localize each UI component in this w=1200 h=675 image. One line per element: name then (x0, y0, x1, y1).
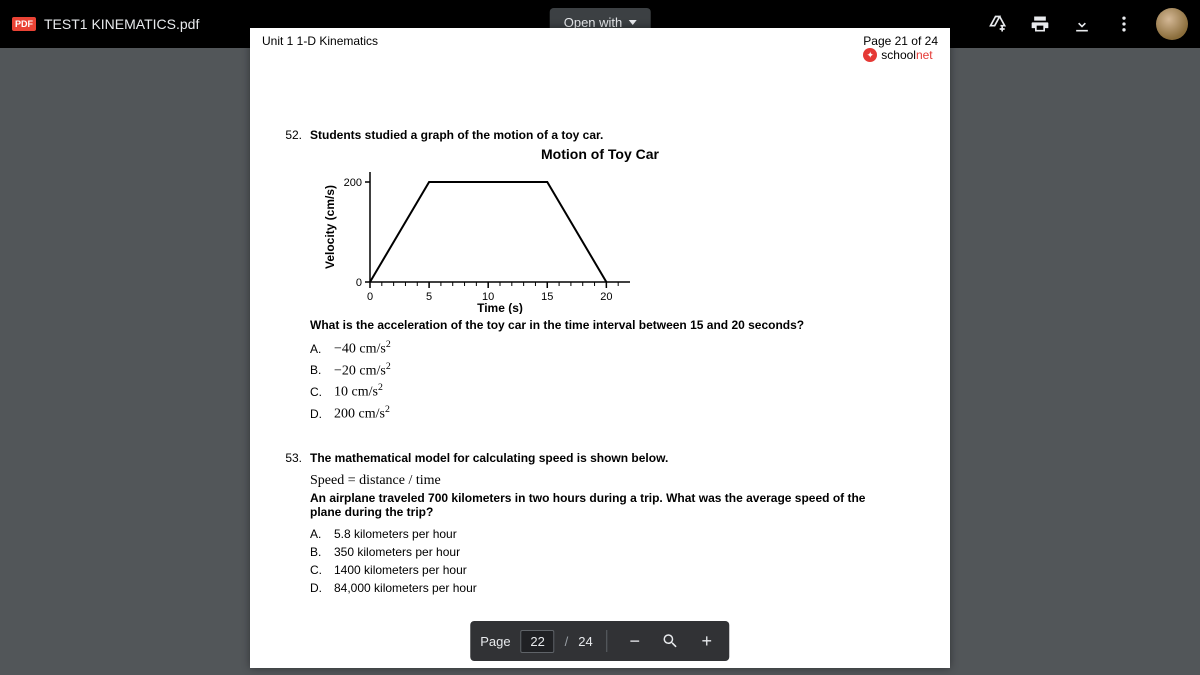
q53-number: 53. (280, 451, 302, 465)
pdf-page: Unit 1 1-D Kinematics Page 21 of 24 ✦ sc… (250, 28, 950, 668)
svg-text:15: 15 (541, 291, 553, 303)
option-text: 200 cm/s2 (334, 403, 390, 425)
svg-text:20: 20 (600, 291, 612, 303)
avatar[interactable] (1156, 8, 1188, 40)
q53-question: An airplane traveled 700 kilometers in t… (310, 491, 870, 519)
answer-option[interactable]: D. 84,000 kilometers per hour (310, 579, 920, 597)
pdf-viewer: Unit 1 1-D Kinematics Page 21 of 24 ✦ sc… (0, 48, 1200, 675)
option-label: C. (310, 383, 324, 401)
svg-text:200: 200 (344, 177, 362, 189)
page-indicator: Page 21 of 24 (863, 34, 938, 48)
chevron-down-icon (628, 20, 636, 25)
q53-options: A. 5.8 kilometers per hour B. 350 kilometer… (310, 525, 920, 597)
q52-prompt: Students studied a graph of the motion o… (310, 128, 603, 142)
svg-text:Velocity (cm/s): Velocity (cm/s) (323, 185, 337, 269)
page-input[interactable] (521, 630, 555, 653)
option-label: C. (310, 561, 324, 579)
option-label: D. (310, 405, 324, 423)
option-label: A. (310, 525, 324, 543)
option-label: B. (310, 361, 324, 379)
q52-options: A. −40 cm/s2 B. −20 cm/s2 C. 10 cm/s2 D. 200 cm… (310, 338, 920, 425)
pager-label: Page (480, 634, 510, 649)
svg-text:5: 5 (426, 291, 432, 303)
filename: TEST1 KINEMATICS.pdf (44, 16, 199, 32)
brand-ball-icon: ✦ (863, 48, 877, 62)
option-text: 5.8 kilometers per hour (334, 525, 457, 543)
chart-title: Motion of Toy Car (280, 146, 920, 162)
answer-option[interactable]: D. 200 cm/s2 (310, 403, 920, 425)
option-text: 350 kilometers per hour (334, 543, 460, 561)
q52-number: 52. (280, 128, 302, 142)
pager-total: 24 (578, 634, 592, 649)
velocity-chart: 051015200200Time (s)Velocity (cm/s) (320, 164, 640, 314)
zoom-out-button[interactable]: − (622, 628, 648, 654)
page-controls: Page / 24 − + (470, 621, 729, 661)
more-icon[interactable] (1114, 14, 1134, 34)
option-label: A. (310, 340, 324, 358)
pager-divider (607, 630, 608, 652)
answer-option[interactable]: C. 10 cm/s2 (310, 381, 920, 403)
pager-sep: / (565, 634, 569, 649)
brand-text-2: net (916, 48, 933, 62)
option-label: B. (310, 543, 324, 561)
svg-text:0: 0 (367, 291, 373, 303)
zoom-reset-button[interactable] (658, 628, 684, 654)
answer-option[interactable]: A. 5.8 kilometers per hour (310, 525, 920, 543)
answer-option[interactable]: B. 350 kilometers per hour (310, 543, 920, 561)
zoom-in-button[interactable]: + (694, 628, 720, 654)
brand-text-1: school (881, 48, 916, 62)
q53-formula: Speed = distance / time (310, 473, 920, 489)
add-to-drive-icon[interactable] (988, 14, 1008, 34)
doc-unit-title: Unit 1 1-D Kinematics (262, 34, 378, 62)
svg-text:Time (s): Time (s) (477, 301, 523, 314)
answer-option[interactable]: A. −40 cm/s2 (310, 338, 920, 360)
pdf-badge: PDF (12, 17, 36, 31)
svg-text:0: 0 (356, 277, 362, 289)
option-label: D. (310, 579, 324, 597)
download-icon[interactable] (1072, 14, 1092, 34)
option-text: −20 cm/s2 (334, 360, 391, 382)
option-text: 1400 kilometers per hour (334, 561, 467, 579)
q52-question: What is the acceleration of the toy car … (310, 318, 920, 332)
print-icon[interactable] (1030, 14, 1050, 34)
brand-logo: ✦ schoolnet (863, 48, 938, 62)
answer-option[interactable]: C. 1400 kilometers per hour (310, 561, 920, 579)
q53-prompt: The mathematical model for calculating s… (310, 451, 668, 465)
answer-option[interactable]: B. −20 cm/s2 (310, 360, 920, 382)
option-text: 10 cm/s2 (334, 381, 383, 403)
option-text: 84,000 kilometers per hour (334, 579, 477, 597)
option-text: −40 cm/s2 (334, 338, 391, 360)
